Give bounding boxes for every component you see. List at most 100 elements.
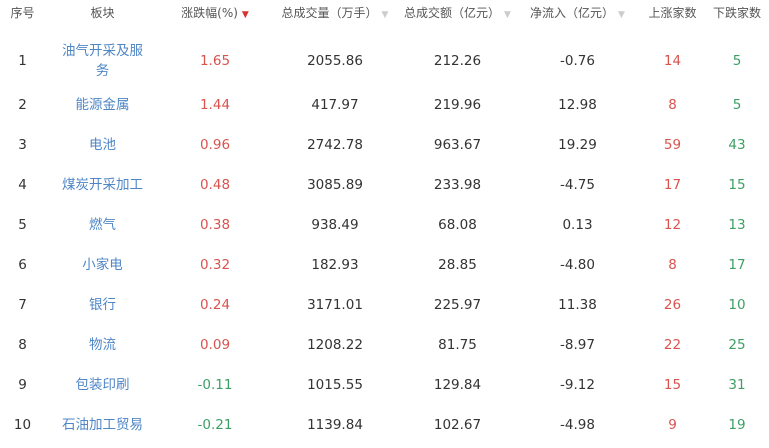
- table-cell: 25: [705, 325, 769, 365]
- amount-cell: 102.67: [433, 417, 482, 433]
- table-cell: 233.98: [400, 165, 515, 205]
- table-cell: 28.85: [400, 245, 515, 285]
- table-cell: 3: [0, 125, 45, 165]
- table-cell: 油气开采及服务: [45, 35, 160, 85]
- table-row[interactable]: 7 银行 0.24 3171.01 225.97 11.38 26 10: [0, 285, 769, 325]
- down-count-cell: 19: [728, 417, 746, 433]
- table-row[interactable]: 8 物流 0.09 1208.22 81.75 -8.97 22 25: [0, 325, 769, 365]
- column-header: 上涨家数: [640, 0, 705, 25]
- table-cell: 能源金属: [45, 85, 160, 125]
- table-cell: 102.67: [400, 405, 515, 445]
- amount-cell: 233.98: [433, 177, 482, 193]
- change-cell: -0.21: [197, 417, 233, 433]
- up-count-cell: 59: [663, 137, 682, 153]
- rank-cell: 1: [18, 53, 27, 69]
- sector-name-link[interactable]: 能源金属: [75, 97, 130, 113]
- table-cell: -4.98: [515, 405, 640, 445]
- table-cell: 6: [0, 245, 45, 285]
- table-cell: 68.08: [400, 205, 515, 245]
- table-cell: 1: [0, 35, 45, 85]
- sort-down-icon[interactable]: ▼: [241, 10, 249, 20]
- up-count-cell: 12: [663, 217, 682, 233]
- table-row[interactable]: 1 油气开采及服务 1.65 2055.86 212.26 -0.76 14 5: [0, 35, 769, 85]
- rank-cell: 5: [18, 217, 27, 233]
- rank-cell: 6: [18, 257, 27, 273]
- table-cell: 0.32: [160, 245, 270, 285]
- sort-down-icon[interactable]: ▼: [381, 10, 389, 20]
- table-cell: 81.75: [400, 325, 515, 365]
- table-cell: 10: [705, 285, 769, 325]
- column-header[interactable]: 总成交量（万手） ▼: [270, 0, 400, 25]
- column-header: 下跌家数: [705, 0, 769, 25]
- up-count-cell: 26: [663, 297, 682, 313]
- table-cell: 0.38: [160, 205, 270, 245]
- up-count-cell: 8: [668, 257, 677, 273]
- table-cell: 963.67: [400, 125, 515, 165]
- table-cell: 煤炭开采加工: [45, 165, 160, 205]
- table-cell: 燃气: [45, 205, 160, 245]
- sector-name-link[interactable]: 小家电: [82, 257, 123, 273]
- down-count-cell: 15: [728, 177, 746, 193]
- table-cell: 0.48: [160, 165, 270, 205]
- table-cell: 12: [640, 205, 705, 245]
- sort-down-icon[interactable]: ▼: [618, 10, 625, 20]
- table-cell: -4.75: [515, 165, 640, 205]
- sort-down-icon[interactable]: ▼: [504, 10, 511, 20]
- sector-name-link[interactable]: 电池: [89, 137, 116, 153]
- table-cell: 0.96: [160, 125, 270, 165]
- sector-name-link[interactable]: 煤炭开采加工: [62, 177, 143, 193]
- volume-cell: 2742.78: [307, 137, 363, 153]
- amount-cell: 219.96: [433, 97, 482, 113]
- amount-cell: 963.67: [433, 137, 482, 153]
- volume-cell: 1208.22: [307, 337, 363, 353]
- change-cell: -0.11: [197, 377, 233, 393]
- table-cell: 17: [640, 165, 705, 205]
- table-cell: 22: [640, 325, 705, 365]
- rank-cell: 8: [18, 337, 27, 353]
- table-row[interactable]: 5 燃气 0.38 938.49 68.08 0.13 12 13: [0, 205, 769, 245]
- volume-cell: 3171.01: [307, 297, 363, 313]
- table-row[interactable]: 9 包装印刷 -0.11 1015.55 129.84 -9.12 15 31: [0, 365, 769, 405]
- rank-cell: 7: [18, 297, 27, 313]
- table-row[interactable]: 2 能源金属 1.44 417.97 219.96 12.98 8 5: [0, 85, 769, 125]
- table-cell: 17: [705, 245, 769, 285]
- table-cell: 2742.78: [270, 125, 400, 165]
- table-cell: 225.97: [400, 285, 515, 325]
- sector-name-link[interactable]: 燃气: [89, 217, 116, 233]
- table-cell: -0.76: [515, 35, 640, 85]
- table-cell: -8.97: [515, 325, 640, 365]
- table-cell: 15: [705, 165, 769, 205]
- inflow-cell: 11.38: [558, 297, 597, 313]
- table-row[interactable]: 6 小家电 0.32 182.93 28.85 -4.80 8 17: [0, 245, 769, 285]
- table-header: 序号 板块 涨跌幅(%) ▼ 总成交量（万手） ▼ 总成交额（亿元） ▼ 净流入（亿元） ▼ 上涨家…: [0, 0, 769, 25]
- table-row[interactable]: 3 电池 0.96 2742.78 963.67 19.29 59 43: [0, 125, 769, 165]
- table-cell: -4.80: [515, 245, 640, 285]
- column-header[interactable]: 净流入（亿元） ▼: [515, 0, 640, 25]
- table-cell: 物流: [45, 325, 160, 365]
- table-cell: -0.21: [160, 405, 270, 445]
- up-count-cell: 15: [663, 377, 682, 393]
- table-row[interactable]: 10 石油加工贸易 -0.21 1139.84 102.67 -4.98 9 19: [0, 405, 769, 445]
- column-header[interactable]: 总成交额（亿元） ▼: [400, 0, 515, 25]
- column-header[interactable]: 涨跌幅(%) ▼: [160, 0, 270, 25]
- column-header-label: 序号: [10, 6, 35, 20]
- table-cell: 5: [705, 85, 769, 125]
- sector-name-link[interactable]: 物流: [89, 337, 116, 353]
- volume-cell: 1015.55: [307, 377, 363, 393]
- table-cell: 8: [640, 85, 705, 125]
- table-cell: 电池: [45, 125, 160, 165]
- rank-cell: 9: [18, 377, 27, 393]
- sector-name-link[interactable]: 石油加工贸易: [62, 417, 143, 433]
- table-cell: 14: [640, 35, 705, 85]
- change-cell: 0.96: [199, 137, 231, 153]
- table-cell: 1139.84: [270, 405, 400, 445]
- column-header-label: 板块: [90, 6, 115, 20]
- sector-name-link[interactable]: 油气开采及服务: [62, 43, 143, 79]
- table-row[interactable]: 4 煤炭开采加工 0.48 3085.89 233.98 -4.75 17 15: [0, 165, 769, 205]
- table-cell: 5: [0, 205, 45, 245]
- table-cell: 212.26: [400, 35, 515, 85]
- sector-name-link[interactable]: 银行: [89, 297, 116, 313]
- sector-name-link[interactable]: 包装印刷: [75, 377, 130, 393]
- change-cell: 0.24: [199, 297, 231, 313]
- table-cell: 石油加工贸易: [45, 405, 160, 445]
